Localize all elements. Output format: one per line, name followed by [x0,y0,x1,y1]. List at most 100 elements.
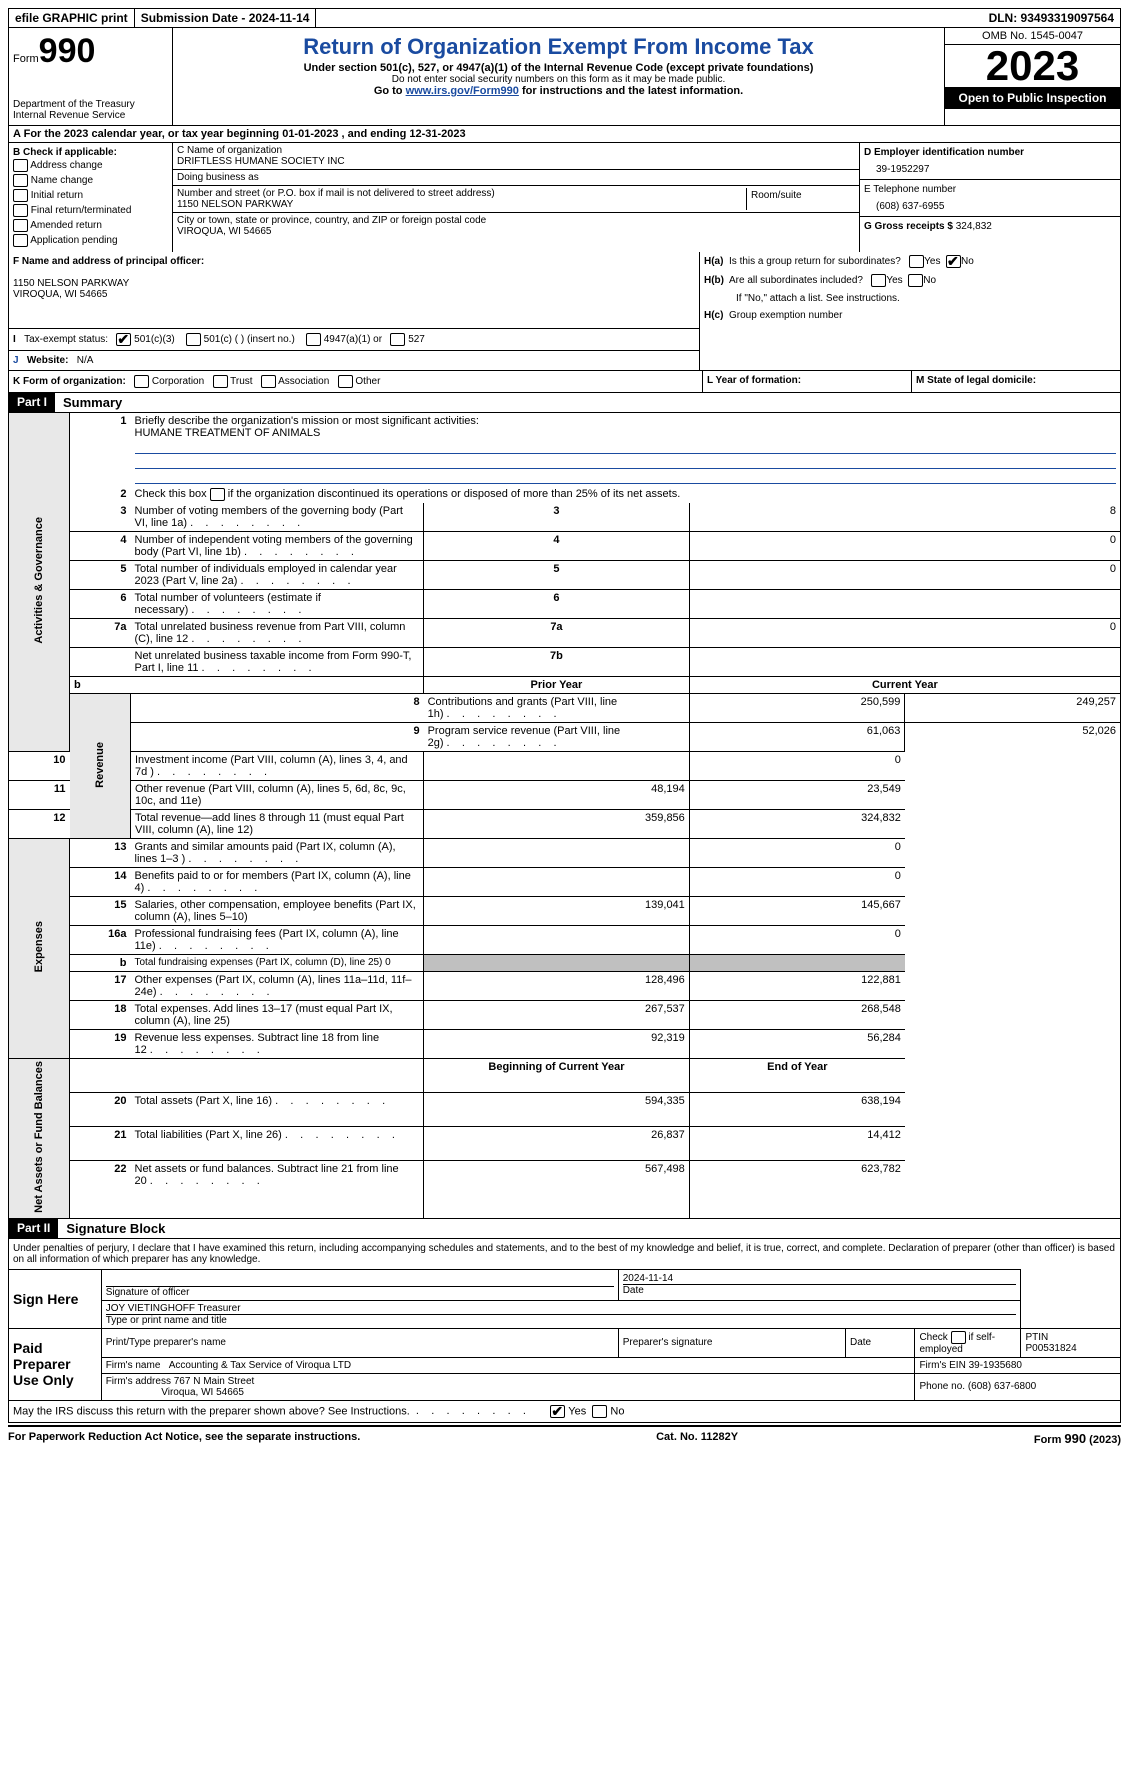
f-h-block: F Name and address of principal officer:… [8,252,1121,371]
preparer-label: Paid Preparer Use Only [9,1328,102,1400]
sign-here-label: Sign Here [9,1269,102,1328]
dba-label: Doing business as [177,172,855,183]
page-footer: For Paperwork Reduction Act Notice, see … [8,1425,1121,1446]
discuss-row: May the IRS discuss this return with the… [8,1401,1121,1423]
firm-addr1: 767 N Main Street [174,1376,255,1387]
org-name: DRIFTLESS HUMANE SOCIETY INC [177,156,855,167]
dept-treasury: Department of the Treasury [13,99,168,110]
chk-assoc[interactable] [261,375,276,388]
room-label: Room/suite [747,188,855,210]
open-inspection: Open to Public Inspection [945,87,1120,109]
gross-receipts-label: G Gross receipts $ [864,221,953,232]
part2-header: Part II Signature Block [8,1219,1121,1239]
firm-ein-label: Firm's EIN [919,1360,965,1371]
summary-table: Activities & Governance 1 Briefly descri… [8,413,1121,1219]
line-a: A For the 2023 calendar year, or tax yea… [8,126,1121,143]
mission-text: HUMANE TREATMENT OF ANIMALS [135,427,321,439]
box-c: C Name of organization DRIFTLESS HUMANE … [173,143,859,252]
sig-officer-label: Signature of officer [106,1287,614,1298]
form-number: 990 [39,32,96,70]
chk-initial[interactable]: Initial return [13,188,168,203]
submission-date: Submission Date - 2024-11-14 [135,9,317,27]
signature-block: Sign Here Signature of officer 2024-11-1… [8,1269,1121,1401]
chk-4947[interactable] [306,333,321,346]
hb-note: If "No," attach a list. See instructions… [700,290,1120,307]
subtitle-1: Under section 501(c), 527, or 4947(a)(1)… [177,62,940,74]
year-formation: L Year of formation: [707,375,801,386]
chk-discontinued[interactable] [210,488,225,501]
part1-header: Part I Summary [8,393,1121,413]
sign-date: 2024-11-14 [623,1273,1017,1285]
box-right: D Employer identification number 39-1952… [859,143,1120,252]
ptin-label: PTIN [1025,1332,1116,1343]
street-address: 1150 NELSON PARKWAY [177,199,746,210]
mission-label: Briefly describe the organization's miss… [135,415,479,427]
ha-yes[interactable] [909,255,924,268]
chk-self-employed[interactable] [951,1331,966,1344]
chk-amended[interactable]: Amended return [13,218,168,233]
chk-501c[interactable] [186,333,201,346]
sign-date-label: Date [623,1285,1017,1296]
irs-link[interactable]: www.irs.gov/Form990 [406,85,519,97]
gross-receipts: 324,832 [956,221,992,232]
footer-mid: Cat. No. 11282Y [656,1431,738,1446]
chk-final[interactable]: Final return/terminated [13,203,168,218]
prep-date-label: Date [845,1328,914,1357]
chk-other[interactable] [338,375,353,388]
tax-year: 2023 [945,45,1120,87]
row-i: I Tax-exempt status: 501(c)(3) 501(c) ( … [9,329,699,351]
prep-sig-label: Preparer's signature [618,1328,845,1357]
tab-governance: Activities & Governance [33,517,45,644]
form-header: Form990 Department of the Treasury Inter… [8,28,1121,126]
box-f: F Name and address of principal officer:… [9,252,699,329]
chk-pending[interactable]: Application pending [13,233,168,248]
row-klm: K Form of organization: Corporation Trus… [8,371,1121,393]
firm-addr2: Viroqua, WI 54665 [161,1387,244,1398]
row-j: J Website: N/A [9,351,699,370]
phone: (608) 637-6955 [864,195,1116,212]
identity-block: B Check if applicable: Address change Na… [8,143,1121,252]
ein-label: D Employer identification number [864,147,1116,158]
irs-label: Internal Revenue Service [13,110,168,121]
city-state-zip: VIROQUA, WI 54665 [177,226,855,237]
self-emp: Check if self-employed [919,1332,995,1355]
footer-right: Form 990 (2023) [1034,1431,1121,1446]
chk-corp[interactable] [134,375,149,388]
firm-name-label: Firm's name [106,1360,161,1371]
box-h: H(a) Is this a group return for subordin… [700,252,1120,370]
chk-501c3[interactable] [116,333,131,346]
firm-name: Accounting & Tax Service of Viroqua LTD [169,1360,351,1371]
discuss-no[interactable] [592,1405,607,1418]
ha-no[interactable] [946,255,961,268]
subtitle-2: Do not enter social security numbers on … [177,74,940,85]
box-b: B Check if applicable: Address change Na… [9,143,173,252]
org-name-label: C Name of organization [177,145,855,156]
firm-phone-label: Phone no. [919,1381,965,1392]
chk-address-change[interactable]: Address change [13,158,168,173]
hb-no[interactable] [908,274,923,287]
tab-revenue: Revenue [94,742,106,788]
hb-yes[interactable] [871,274,886,287]
chk-name-change[interactable]: Name change [13,173,168,188]
perjury-statement: Under penalties of perjury, I declare th… [8,1239,1121,1269]
footer-left: For Paperwork Reduction Act Notice, see … [8,1431,360,1446]
chk-trust[interactable] [213,375,228,388]
officer-name: JOY VIETINGHOFF Treasurer [106,1303,1017,1315]
chk-527[interactable] [390,333,405,346]
name-title-label: Type or print name and title [106,1315,1017,1326]
tab-expenses: Expenses [33,921,45,972]
line2: Check this box if the organization disco… [135,488,681,500]
form-title: Return of Organization Exempt From Incom… [177,34,940,60]
discuss-yes[interactable] [550,1405,565,1418]
dln: DLN: 93493319097564 [983,9,1120,27]
ptin: P00531824 [1025,1343,1116,1354]
state-domicile: M State of legal domicile: [916,375,1036,386]
addr-label: Number and street (or P.O. box if mail i… [177,188,746,199]
prep-name-label: Print/Type preparer's name [101,1328,618,1357]
form-label: Form [13,53,39,65]
phone-label: E Telephone number [864,184,1116,195]
firm-phone: (608) 637-6800 [968,1381,1036,1392]
efile-label: efile GRAPHIC print [9,9,135,27]
tab-net-assets: Net Assets or Fund Balances [33,1061,45,1213]
top-bar: efile GRAPHIC print Submission Date - 20… [8,8,1121,28]
